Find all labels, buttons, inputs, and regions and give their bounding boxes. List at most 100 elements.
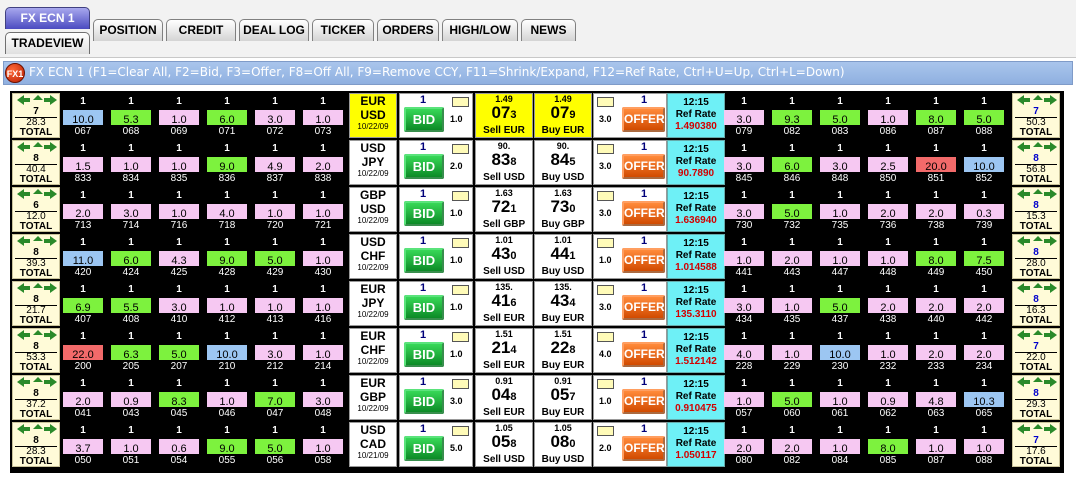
shift-arrows-icon[interactable]	[16, 330, 58, 341]
offer-quote-slot[interactable]: 1 2.5 850	[866, 140, 910, 185]
quote-amount[interactable]: 1.0	[772, 345, 812, 361]
bid-quote-slot[interactable]: 1 1.0 835	[157, 140, 201, 185]
quote-amount[interactable]: 2.0	[964, 345, 1004, 361]
bid-quote-slot[interactable]: 1 1.0 046	[205, 375, 249, 420]
offer-quote-slot[interactable]: 1 0.3 739	[962, 187, 1006, 232]
currency-pair-label[interactable]: EUR GBP 10/22/09	[349, 375, 397, 420]
sell-price[interactable]: 1.51 214 Sell EUR	[475, 328, 533, 373]
offer-quote-slot[interactable]: 1 8.0 085	[866, 422, 910, 467]
offer-quote-slot[interactable]: 1 2.0 080	[722, 422, 766, 467]
offer-quote-slot[interactable]: 1 1.0 087	[914, 422, 958, 467]
offer-button[interactable]: OFFER	[622, 342, 665, 367]
shift-arrows-icon[interactable]	[16, 236, 58, 247]
bid-quote-slot[interactable]: 1 22.0 200	[61, 328, 105, 373]
quote-amount[interactable]: 8.0	[868, 439, 908, 455]
offer-quote-slot[interactable]: 1 5.0 437	[818, 281, 862, 326]
offer-quote-slot[interactable]: 1 3.0 845	[722, 140, 766, 185]
offer-quote-slot[interactable]: 1 2.0 438	[866, 281, 910, 326]
sell-price[interactable]: 1.05 058 Sell USD	[475, 422, 533, 467]
bid-size[interactable]: 3.0	[450, 396, 463, 406]
quote-amount[interactable]: 1.0	[820, 251, 860, 267]
offer-size[interactable]: 1.0	[599, 255, 612, 265]
bid-checkbox[interactable]	[452, 379, 469, 389]
offer-quote-slot[interactable]: 1 2.0 736	[866, 187, 910, 232]
bid-quote-slot[interactable]: 1 7.0 047	[253, 375, 297, 420]
bid-quote-slot[interactable]: 1 1.0 716	[157, 187, 201, 232]
quote-amount[interactable]: 8.3	[159, 392, 199, 408]
tab-tradeview[interactable]: TRADEVIEW	[5, 32, 90, 54]
offer-size[interactable]: 3.0	[599, 208, 612, 218]
bid-checkbox[interactable]	[452, 97, 469, 107]
bid-quote-slot[interactable]: 1 4.3 425	[157, 234, 201, 279]
quote-amount[interactable]: 3.0	[255, 110, 295, 126]
quote-amount[interactable]: 4.8	[916, 392, 956, 408]
offer-button[interactable]: OFFER	[622, 295, 665, 320]
quote-amount[interactable]: 10.0	[964, 157, 1004, 173]
quote-amount[interactable]: 3.7	[63, 439, 103, 455]
offer-quote-slot[interactable]: 1 2.0 440	[914, 281, 958, 326]
offer-quote-slot[interactable]: 1 1.0 229	[770, 328, 814, 373]
buy-price[interactable]: 1.51 228 Buy EUR	[534, 328, 592, 373]
quote-amount[interactable]: 1.0	[159, 204, 199, 220]
bid-quote-slot[interactable]: 1 3.7 050	[61, 422, 105, 467]
offer-quote-slot[interactable]: 1 2.0 443	[770, 234, 814, 279]
quote-amount[interactable]: 2.0	[772, 439, 812, 455]
bid-quote-slot[interactable]: 1 5.5 408	[109, 281, 153, 326]
quote-amount[interactable]: 20.0	[916, 157, 956, 173]
bid-quote-slot[interactable]: 1 9.0 055	[205, 422, 249, 467]
quote-amount[interactable]: 10.0	[63, 110, 103, 126]
offer-quote-slot[interactable]: 1 4.0 228	[722, 328, 766, 373]
quote-amount[interactable]: 6.0	[111, 251, 151, 267]
quote-amount[interactable]: 5.0	[772, 204, 812, 220]
quote-amount[interactable]: 2.0	[63, 392, 103, 408]
bid-checkbox[interactable]	[452, 285, 469, 295]
quote-amount[interactable]: 1.0	[207, 298, 247, 314]
tab-credit[interactable]: CREDIT	[166, 19, 236, 41]
bid-quote-slot[interactable]: 1 6.3 205	[109, 328, 153, 373]
quote-amount[interactable]: 1.0	[303, 204, 343, 220]
offer-checkbox[interactable]	[597, 97, 614, 107]
offer-quote-slot[interactable]: 1 5.0 060	[770, 375, 814, 420]
bid-quote-slot[interactable]: 1 5.3 068	[109, 93, 153, 138]
quote-amount[interactable]: 7.0	[255, 392, 295, 408]
bid-quote-slot[interactable]: 1 1.0 412	[205, 281, 249, 326]
shift-arrows-icon[interactable]	[1016, 330, 1058, 341]
currency-pair-label[interactable]: USD CAD 10/21/09	[349, 422, 397, 467]
bid-quote-slot[interactable]: 1 8.3 045	[157, 375, 201, 420]
bid-quote-slot[interactable]: 1 6.9 407	[61, 281, 105, 326]
quote-amount[interactable]: 2.0	[916, 345, 956, 361]
shift-arrows-icon[interactable]	[16, 189, 58, 200]
currency-pair-label[interactable]: USD CHF 10/22/09	[349, 234, 397, 279]
shift-arrows-icon[interactable]	[1016, 189, 1058, 200]
quote-amount[interactable]: 6.0	[772, 157, 812, 173]
tab-position[interactable]: POSITION	[93, 19, 163, 41]
offer-quote-slot[interactable]: 1 10.0 852	[962, 140, 1006, 185]
offer-checkbox[interactable]	[597, 238, 614, 248]
currency-pair-label[interactable]: USD JPY 10/22/09	[349, 140, 397, 185]
bid-quote-slot[interactable]: 1 5.0 429	[253, 234, 297, 279]
offer-quote-slot[interactable]: 1 1.0 435	[770, 281, 814, 326]
quote-amount[interactable]: 1.0	[868, 345, 908, 361]
offer-checkbox[interactable]	[597, 332, 614, 342]
quote-amount[interactable]: 1.0	[820, 439, 860, 455]
offer-quote-slot[interactable]: 1 1.0 448	[866, 234, 910, 279]
sell-price[interactable]: 135. 416 Sell EUR	[475, 281, 533, 326]
bid-quote-slot[interactable]: 1 3.0 212	[253, 328, 297, 373]
quote-amount[interactable]: 1.5	[63, 157, 103, 173]
quote-amount[interactable]: 2.5	[868, 157, 908, 173]
bid-checkbox[interactable]	[452, 332, 469, 342]
offer-quote-slot[interactable]: 1 1.0 088	[962, 422, 1006, 467]
bid-size[interactable]: 5.0	[450, 443, 463, 453]
shift-arrows-icon[interactable]	[1016, 142, 1058, 153]
offer-size[interactable]: 3.0	[599, 161, 612, 171]
quote-amount[interactable]: 1.0	[159, 157, 199, 173]
shift-arrows-icon[interactable]	[16, 283, 58, 294]
quote-amount[interactable]: 1.0	[916, 439, 956, 455]
currency-pair-label[interactable]: EUR USD 10/22/09	[349, 93, 397, 138]
currency-pair-label[interactable]: EUR JPY 10/22/09	[349, 281, 397, 326]
bid-size[interactable]: 1.0	[450, 208, 463, 218]
bid-quote-slot[interactable]: 1 1.0 214	[301, 328, 345, 373]
offer-quote-slot[interactable]: 1 5.0 732	[770, 187, 814, 232]
quote-amount[interactable]: 4.9	[255, 157, 295, 173]
bid-quote-slot[interactable]: 1 1.5 833	[61, 140, 105, 185]
